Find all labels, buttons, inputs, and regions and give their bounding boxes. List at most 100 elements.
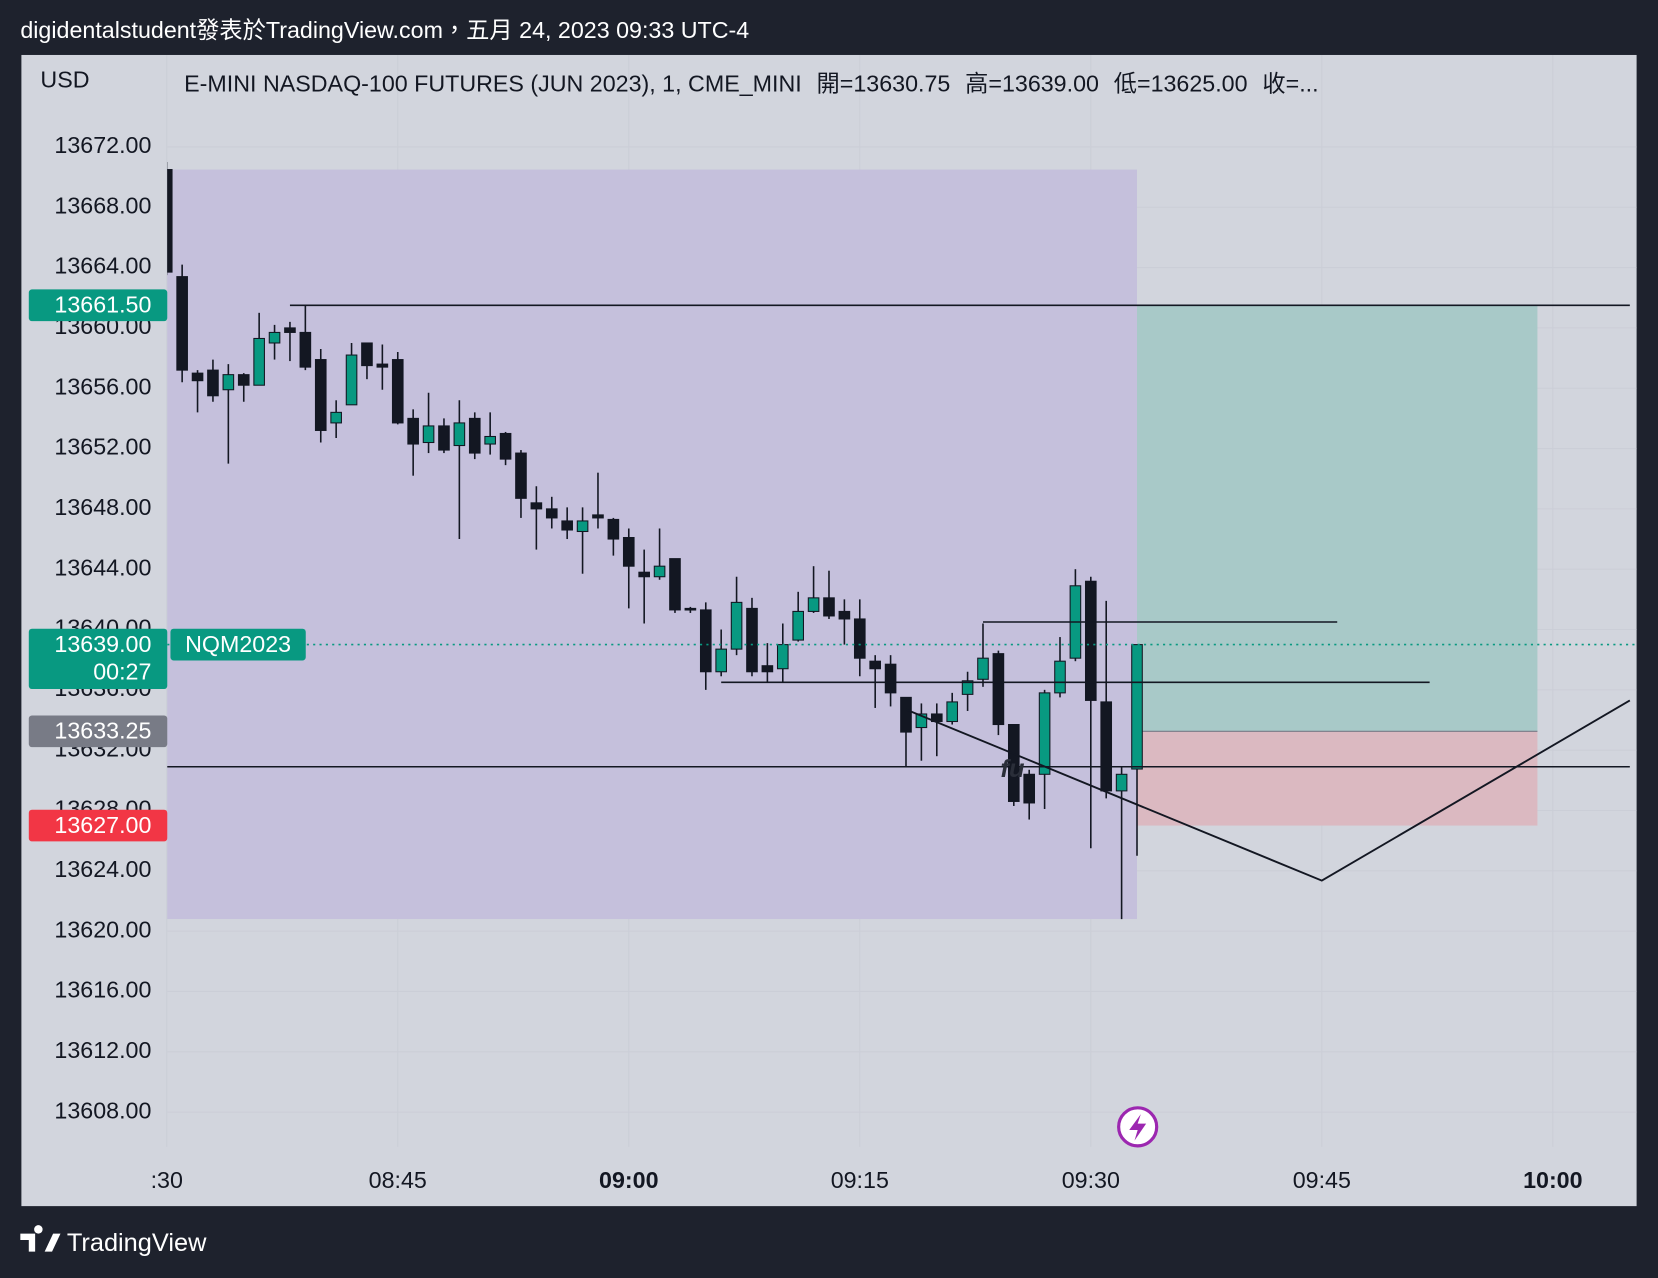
title-text: E-MINI NASDAQ-100 FUTURES (JUN 2023), 1,… [184,71,802,97]
drawings [167,169,1538,920]
y-tick-label: 13644.00 [54,554,151,580]
candle-body [915,713,928,729]
chart-title: E-MINI NASDAQ-100 FUTURES (JUN 2023), 1,… [184,71,1318,97]
candle-body [715,648,727,673]
candle-body [884,663,897,694]
candle-body [453,422,466,447]
y-tick-label: 13664.00 [54,253,151,279]
icon-bolt [1129,1114,1147,1141]
loss-zone [1137,731,1538,826]
drawings-front: fu [167,304,1637,882]
candle-body [330,411,342,424]
y-tick-label: 13624.00 [54,856,151,882]
candle-body [977,657,989,680]
x-tick-label: 10:00 [1523,1167,1582,1193]
candle-body [191,372,204,382]
price-badge [28,809,168,842]
price-badge [28,289,168,322]
candle-body [468,417,481,454]
candle-body [345,354,358,406]
candle-body [900,696,912,733]
candle-body [576,520,589,533]
candle-body [561,520,573,531]
candle-body [1131,644,1143,770]
candle-body [237,374,250,386]
x-tick-label: 09:00 [599,1167,658,1193]
x-tick-label: 09:30 [1062,1167,1120,1193]
price-badge-label: 13639.00 [54,631,151,657]
currency: USD [40,67,89,93]
price-badge-label: 13633.25 [54,718,151,744]
candle-body [807,597,820,612]
candle-body [653,565,666,578]
candle-body [499,432,512,460]
x-tick-label: 09:45 [1293,1167,1351,1193]
candle-body [684,607,697,611]
candle-body [607,518,620,540]
candle-body [545,508,558,519]
candle-body [284,327,296,333]
candle-body [869,660,882,670]
shaded-zone [167,169,1138,920]
y-tick-label: 13656.00 [54,373,151,399]
candle-body [299,331,312,368]
candle-body [176,276,188,371]
y-tick-label: 13612.00 [54,1037,151,1063]
candle-body [992,653,1005,726]
candle-body [1084,580,1097,701]
candle-body [746,607,758,673]
candle-body [669,558,681,611]
trend-path [905,699,1631,882]
candle-body [438,425,450,451]
candle-body [622,536,635,567]
ohlc-legend: 開=13630.75 [817,71,951,97]
candle-body [776,644,789,670]
candle-body [592,514,604,519]
candle-body [730,601,743,650]
price-badge-label: 13661.50 [54,291,151,317]
candle-body [391,359,404,424]
candle-body [515,452,527,499]
candle-body [1007,724,1020,802]
candle-body [222,374,235,391]
countdown: 00:27 [93,658,151,684]
lightning-icon[interactable] [1117,1106,1159,1148]
y-tick-label: 13668.00 [54,192,151,218]
candle-body [530,502,543,510]
candle-body [853,618,866,659]
candle-body [699,609,712,673]
candle-body [961,680,974,695]
candle-body [361,342,373,367]
candle-body [1100,701,1113,792]
drawing-note: fu [1001,755,1025,783]
candle-body [823,597,835,617]
candle-body [376,363,389,368]
ohlc-legend: 低=13625.00 [1114,71,1248,97]
y-tick-label: 13620.00 [54,916,151,942]
candle-body [1023,773,1036,804]
candle-body [792,610,804,641]
brand-logo [20,1225,61,1252]
brand-name: TradingView [67,1229,207,1257]
y-tick-label: 13648.00 [54,494,151,520]
symbol-badge [170,628,306,661]
candle-body [1054,660,1066,694]
x-tick-label: 08:45 [369,1167,427,1193]
price-badge-label: 13627.00 [54,812,151,838]
candle-body [207,369,219,397]
candle-body [1115,773,1128,792]
price-badge [28,628,168,689]
candle-body [268,331,281,344]
candle-body [1038,692,1051,775]
y-tick-label: 13652.00 [54,434,151,460]
candle-body [253,337,265,386]
candle-body [484,435,496,445]
author-line: digidentalstudent發表於TradingView.com，五月 2… [20,17,749,43]
y-tick-label: 13616.00 [54,977,151,1003]
symbol-label: NQM2023 [185,631,291,657]
candle-body [946,701,959,723]
candle-body [761,665,774,673]
axes: 13608.00 13612.00 13616.00 13620.00 13624.00… [28,132,1583,1193]
